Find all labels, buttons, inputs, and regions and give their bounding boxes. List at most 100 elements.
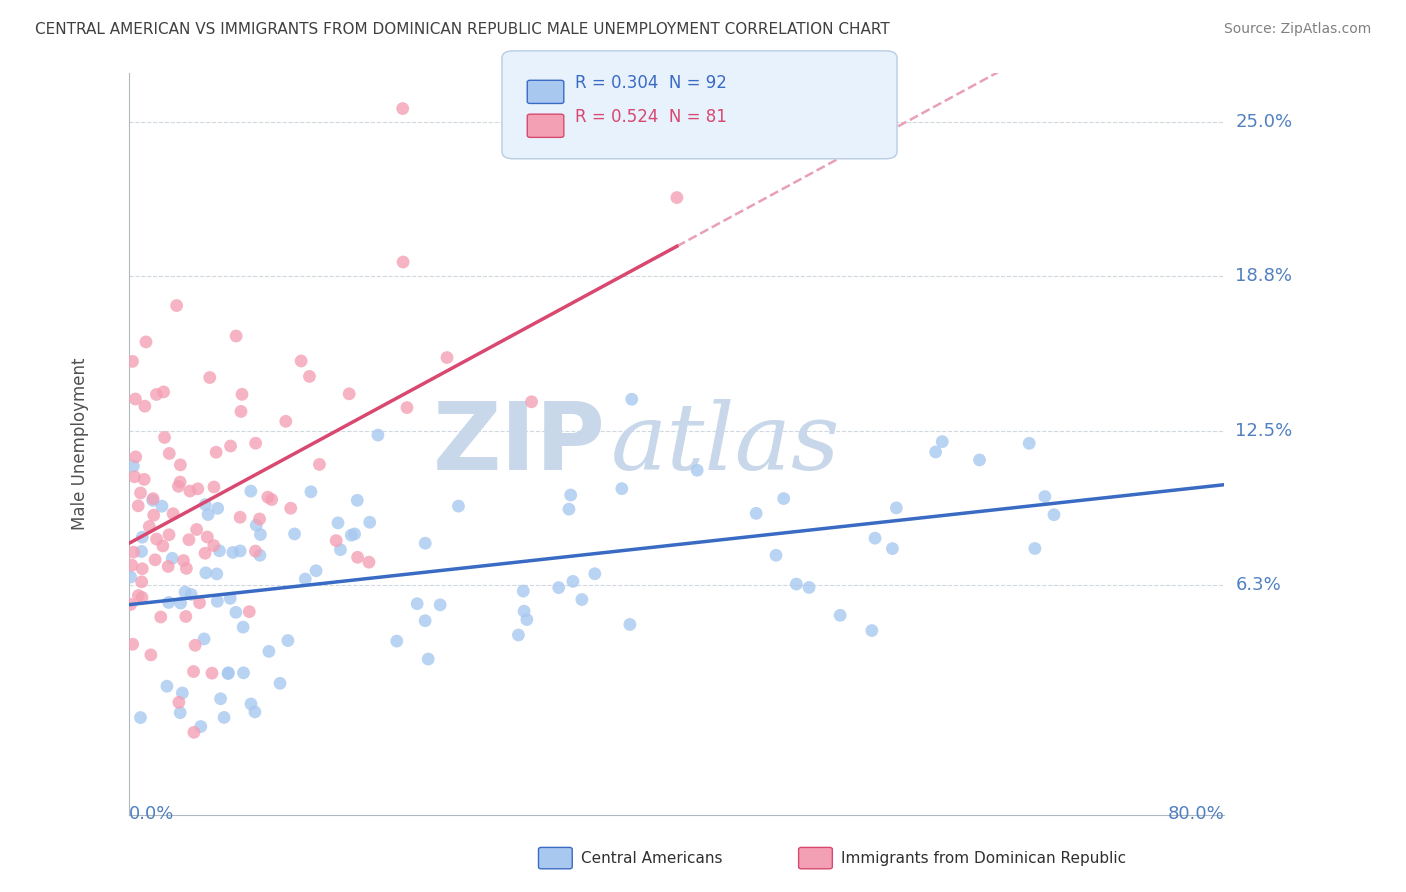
Point	[249, 548, 271, 562]
Point	[125, 450, 148, 464]
Point	[127, 589, 149, 603]
Point	[513, 604, 536, 618]
Point	[174, 609, 197, 624]
Point	[765, 548, 787, 562]
Point	[157, 446, 180, 460]
Point	[188, 596, 211, 610]
Point	[225, 329, 247, 343]
Point	[121, 354, 143, 368]
Point	[174, 585, 197, 599]
Point	[205, 566, 228, 581]
Text: 0.0%: 0.0%	[129, 805, 174, 822]
Point	[340, 528, 363, 542]
Text: 12.5%: 12.5%	[1236, 423, 1292, 441]
Point	[245, 436, 267, 450]
Point	[385, 634, 408, 648]
Point	[169, 458, 191, 472]
Point	[1024, 541, 1046, 556]
Point	[134, 399, 156, 413]
Text: CENTRAL AMERICAN VS IMMIGRANTS FROM DOMINICAN REPUBLIC MALE UNEMPLOYMENT CORRELA: CENTRAL AMERICAN VS IMMIGRANTS FROM DOMI…	[35, 22, 890, 37]
Point	[131, 530, 153, 544]
Point	[229, 510, 252, 524]
Point	[166, 299, 188, 313]
Point	[205, 445, 228, 459]
Point	[142, 493, 165, 508]
Text: Central Americans: Central Americans	[581, 851, 723, 865]
Point	[169, 706, 191, 720]
Point	[122, 545, 145, 559]
Point	[167, 695, 190, 709]
Point	[391, 102, 413, 116]
Point	[562, 574, 585, 589]
Point	[392, 255, 415, 269]
Point	[239, 484, 262, 499]
Point	[249, 527, 271, 541]
Text: ZIP: ZIP	[433, 398, 606, 490]
Point	[406, 597, 429, 611]
Point	[120, 598, 142, 612]
Point	[127, 499, 149, 513]
Point	[209, 691, 232, 706]
Point	[202, 480, 225, 494]
Point	[187, 482, 209, 496]
Point	[346, 550, 368, 565]
Point	[149, 610, 172, 624]
Point	[145, 387, 167, 401]
Point	[194, 546, 217, 560]
Point	[131, 574, 153, 589]
Point	[245, 544, 267, 558]
Point	[583, 566, 606, 581]
Point	[157, 559, 180, 574]
Point	[343, 527, 366, 541]
Text: Male Unemployment: Male Unemployment	[70, 358, 89, 530]
Point	[329, 542, 352, 557]
Point	[131, 562, 153, 576]
Point	[772, 491, 794, 506]
Point	[346, 493, 368, 508]
Point	[359, 515, 381, 529]
Point	[145, 532, 167, 546]
Point	[520, 394, 543, 409]
Point	[571, 592, 593, 607]
Point	[183, 725, 205, 739]
Point	[131, 591, 153, 605]
Point	[152, 384, 174, 399]
Point	[180, 587, 202, 601]
Text: R = 0.524  N = 81: R = 0.524 N = 81	[575, 108, 727, 126]
Point	[184, 638, 207, 652]
Point	[222, 545, 245, 559]
Point	[1043, 508, 1066, 522]
Text: R = 0.304  N = 92: R = 0.304 N = 92	[575, 74, 727, 92]
Point	[217, 666, 239, 681]
Point	[447, 499, 470, 513]
Point	[512, 584, 534, 599]
Point	[232, 665, 254, 680]
Point	[142, 491, 165, 506]
Point	[245, 518, 267, 533]
Point	[193, 632, 215, 646]
Point	[337, 386, 360, 401]
Point	[249, 512, 271, 526]
Point	[229, 404, 252, 418]
Point	[558, 502, 581, 516]
Point	[173, 553, 195, 567]
Point	[143, 553, 166, 567]
Point	[131, 544, 153, 558]
Point	[195, 530, 218, 544]
Point	[830, 608, 852, 623]
Point	[413, 614, 436, 628]
Point	[931, 434, 953, 449]
Point	[201, 666, 224, 681]
Point	[560, 488, 582, 502]
Point	[207, 501, 229, 516]
Point	[367, 428, 389, 442]
Point	[240, 697, 263, 711]
Point	[202, 539, 225, 553]
Point	[156, 679, 179, 693]
Point	[619, 617, 641, 632]
Point	[686, 463, 709, 477]
Text: 18.8%: 18.8%	[1236, 267, 1292, 285]
Point	[231, 387, 253, 401]
Point	[162, 507, 184, 521]
Point	[294, 572, 316, 586]
